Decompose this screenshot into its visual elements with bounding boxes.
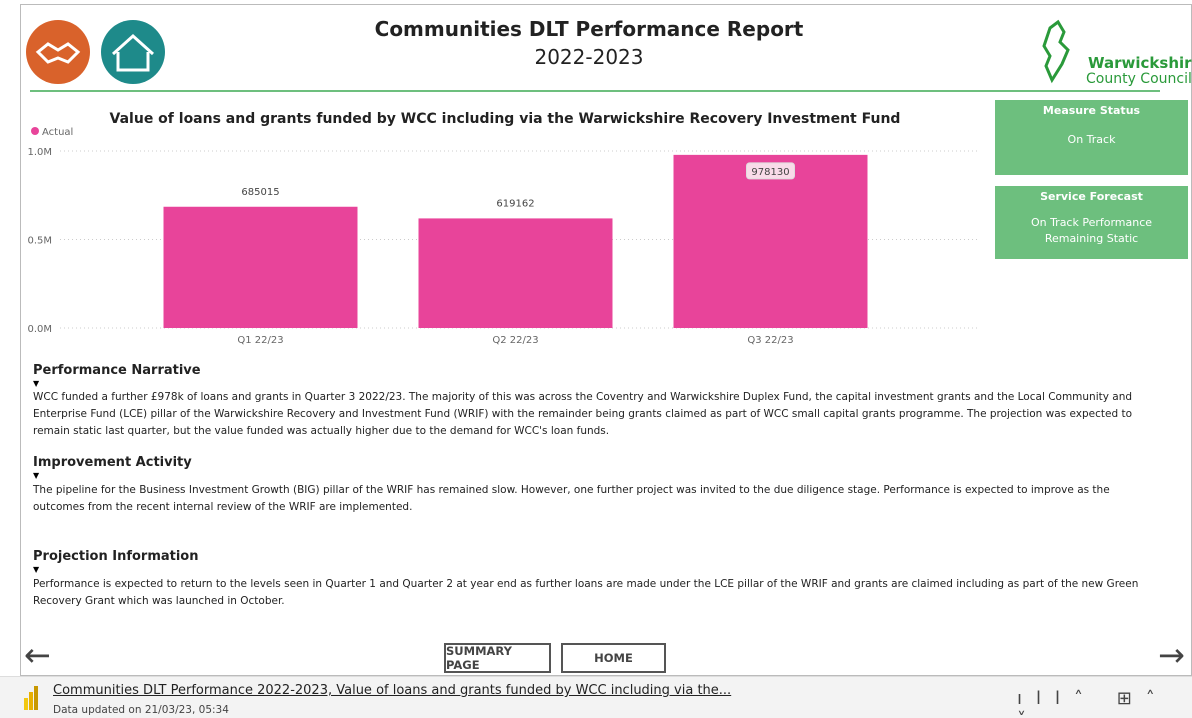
service-forecast-card: Service Forecast On Track Performance Re… <box>995 186 1188 259</box>
value-label: 619162 <box>496 198 534 209</box>
value-label: 978130 <box>751 167 789 178</box>
logo-handshake <box>26 20 90 84</box>
chart-title: Value of loans and grants funded by WCC … <box>110 111 901 127</box>
value-label-box <box>746 162 795 180</box>
bar <box>163 206 358 328</box>
x-tick-label: Q3 22/23 <box>747 335 793 346</box>
bar <box>418 218 613 328</box>
x-tick-label: Q1 22/23 <box>237 335 283 346</box>
caret: ▼ <box>33 379 40 388</box>
section-text: WCC funded a further £978k of loans and … <box>33 391 1133 437</box>
logo-name: Warwickshire <box>1088 54 1192 72</box>
legend-label: Actual <box>42 127 73 138</box>
footer-controls[interactable]: ıll˄ ⊞˄ ˅ <box>1017 688 1169 718</box>
section-heading: Projection Information <box>33 549 199 564</box>
report-subtitle: 2022-2023 <box>534 45 643 69</box>
card-text: On Track Performance Remaining Static <box>1030 216 1153 245</box>
card-text: On Track <box>1067 133 1116 146</box>
section-heading: Performance Narrative <box>33 363 201 378</box>
bear-logo <box>1042 19 1070 84</box>
next-arrow[interactable]: → <box>1158 636 1185 674</box>
y-tick-label: 0.0M <box>27 324 52 335</box>
card-title: Service Forecast <box>1040 190 1143 203</box>
section-text: Performance is expected to return to the… <box>33 578 1139 607</box>
report-title: Communities DLT Performance Report <box>375 17 804 41</box>
powerbi-icon <box>24 686 38 710</box>
legend-swatch <box>31 127 39 135</box>
logo-subname: County Council <box>1086 71 1192 87</box>
logo-house <box>101 20 165 84</box>
value-label: 685015 <box>241 187 279 198</box>
summary-button[interactable]: SUMMARY PAGE <box>444 643 551 673</box>
measure-status-card: Measure Status On Track <box>995 100 1188 175</box>
y-tick-label: 0.5M <box>27 236 52 247</box>
footer-bar <box>0 676 1192 718</box>
caret: ▼ <box>33 565 40 574</box>
handshake-icon <box>35 42 81 64</box>
section-heading: Improvement Activity <box>33 455 192 470</box>
home-button[interactable]: HOME <box>561 643 666 673</box>
caret: ▼ <box>33 471 40 480</box>
section-text: The pipeline for the Business Investment… <box>33 484 1110 513</box>
house-icon <box>111 33 155 72</box>
y-tick-label: 1.0M <box>27 147 52 158</box>
x-tick-label: Q2 22/23 <box>492 335 538 346</box>
bar <box>673 154 868 328</box>
data-updated: Data updated on 21/03/23, 05:34 <box>53 704 229 716</box>
prev-arrow[interactable]: ← <box>24 636 51 674</box>
card-title: Measure Status <box>1042 104 1141 117</box>
report-link[interactable]: Communities DLT Performance 2022-2023, V… <box>53 683 732 698</box>
